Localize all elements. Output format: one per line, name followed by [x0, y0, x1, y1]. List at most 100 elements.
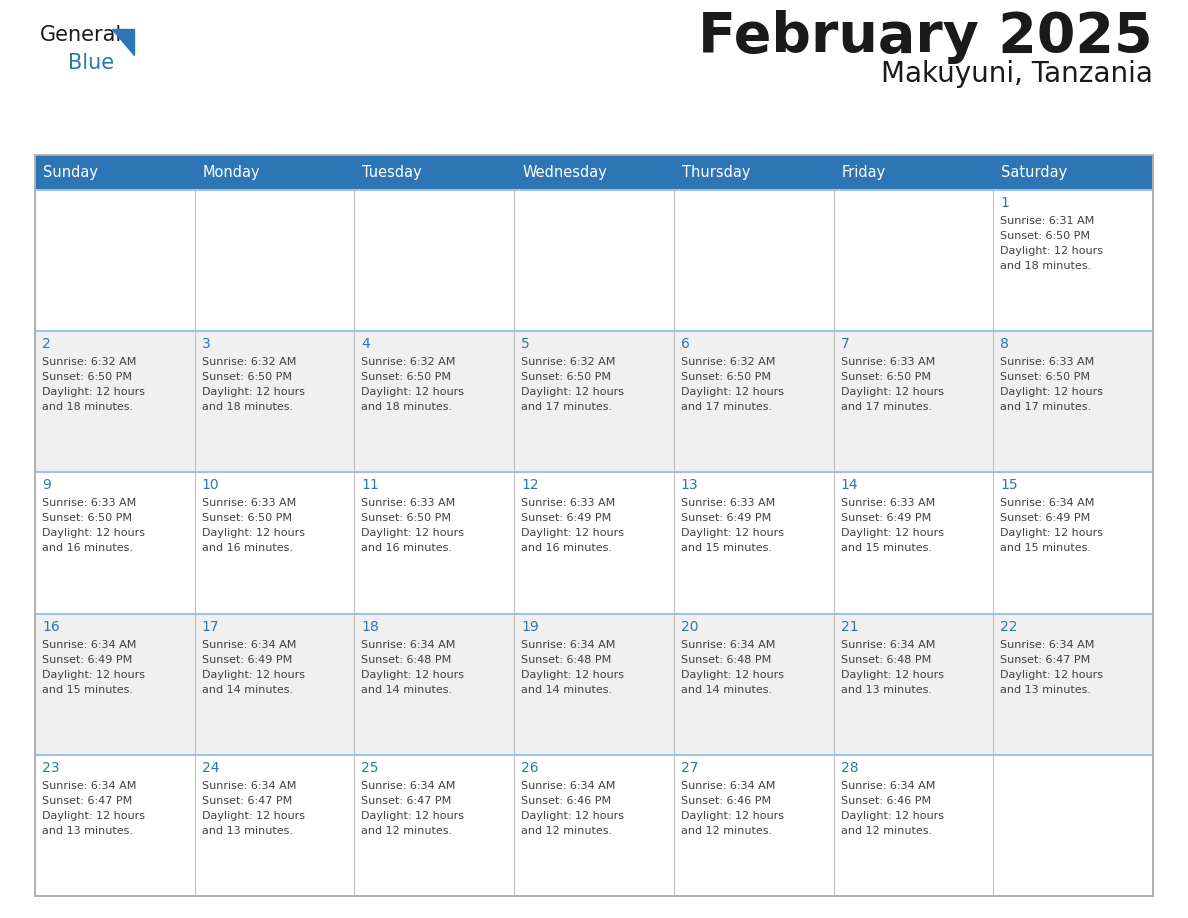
Text: Sunrise: 6:33 AM: Sunrise: 6:33 AM: [361, 498, 456, 509]
Text: and 13 minutes.: and 13 minutes.: [202, 826, 292, 835]
Text: and 15 minutes.: and 15 minutes.: [681, 543, 772, 554]
Text: Sunset: 6:50 PM: Sunset: 6:50 PM: [1000, 231, 1091, 241]
Text: Daylight: 12 hours: Daylight: 12 hours: [42, 529, 145, 538]
Text: Daylight: 12 hours: Daylight: 12 hours: [522, 387, 624, 397]
Text: and 17 minutes.: and 17 minutes.: [681, 402, 772, 412]
Text: 27: 27: [681, 761, 699, 775]
Text: Daylight: 12 hours: Daylight: 12 hours: [1000, 246, 1104, 256]
Text: Sunrise: 6:33 AM: Sunrise: 6:33 AM: [522, 498, 615, 509]
Text: and 13 minutes.: and 13 minutes.: [1000, 685, 1092, 695]
Text: and 16 minutes.: and 16 minutes.: [522, 543, 612, 554]
Bar: [34, 190, 1154, 331]
Text: Sunrise: 6:31 AM: Sunrise: 6:31 AM: [1000, 216, 1094, 226]
Text: and 17 minutes.: and 17 minutes.: [841, 402, 931, 412]
Text: Sunset: 6:48 PM: Sunset: 6:48 PM: [522, 655, 612, 665]
Text: Daylight: 12 hours: Daylight: 12 hours: [841, 387, 943, 397]
Text: Sunrise: 6:32 AM: Sunrise: 6:32 AM: [42, 357, 137, 367]
Text: Sunrise: 6:34 AM: Sunrise: 6:34 AM: [42, 640, 137, 650]
Text: and 14 minutes.: and 14 minutes.: [522, 685, 612, 695]
Text: Daylight: 12 hours: Daylight: 12 hours: [361, 529, 465, 538]
Text: Daylight: 12 hours: Daylight: 12 hours: [1000, 669, 1104, 679]
Text: and 17 minutes.: and 17 minutes.: [522, 402, 612, 412]
Text: 16: 16: [42, 620, 59, 633]
Text: February 2025: February 2025: [699, 10, 1154, 64]
Text: 13: 13: [681, 478, 699, 492]
Text: Sunrise: 6:34 AM: Sunrise: 6:34 AM: [202, 781, 296, 790]
Text: Sunset: 6:48 PM: Sunset: 6:48 PM: [361, 655, 451, 665]
Text: Sunset: 6:50 PM: Sunset: 6:50 PM: [361, 372, 451, 382]
Text: Daylight: 12 hours: Daylight: 12 hours: [841, 529, 943, 538]
Text: Sunrise: 6:33 AM: Sunrise: 6:33 AM: [841, 498, 935, 509]
Text: Daylight: 12 hours: Daylight: 12 hours: [361, 387, 465, 397]
Bar: [34, 613, 1154, 755]
Text: and 14 minutes.: and 14 minutes.: [361, 685, 453, 695]
Text: Daylight: 12 hours: Daylight: 12 hours: [522, 529, 624, 538]
Text: Daylight: 12 hours: Daylight: 12 hours: [202, 669, 304, 679]
Text: and 14 minutes.: and 14 minutes.: [681, 685, 772, 695]
Text: 6: 6: [681, 337, 690, 352]
Text: 7: 7: [841, 337, 849, 352]
Text: Daylight: 12 hours: Daylight: 12 hours: [202, 387, 304, 397]
Text: Sunset: 6:50 PM: Sunset: 6:50 PM: [361, 513, 451, 523]
Text: Sunset: 6:50 PM: Sunset: 6:50 PM: [522, 372, 611, 382]
Text: Daylight: 12 hours: Daylight: 12 hours: [42, 669, 145, 679]
Text: 25: 25: [361, 761, 379, 775]
Text: and 13 minutes.: and 13 minutes.: [42, 826, 133, 835]
Bar: [834, 155, 993, 190]
Text: Sunset: 6:49 PM: Sunset: 6:49 PM: [841, 513, 931, 523]
Text: Daylight: 12 hours: Daylight: 12 hours: [681, 529, 784, 538]
Bar: [34, 155, 1154, 896]
Text: 8: 8: [1000, 337, 1009, 352]
Text: 3: 3: [202, 337, 210, 352]
Bar: [993, 155, 1154, 190]
Text: Sunrise: 6:34 AM: Sunrise: 6:34 AM: [1000, 640, 1094, 650]
Text: 18: 18: [361, 620, 379, 633]
Text: Sunrise: 6:33 AM: Sunrise: 6:33 AM: [681, 498, 775, 509]
Text: and 16 minutes.: and 16 minutes.: [202, 543, 292, 554]
Text: 15: 15: [1000, 478, 1018, 492]
Bar: [34, 331, 1154, 473]
Text: 23: 23: [42, 761, 59, 775]
Text: 11: 11: [361, 478, 379, 492]
Text: 4: 4: [361, 337, 371, 352]
Text: Sunset: 6:47 PM: Sunset: 6:47 PM: [42, 796, 132, 806]
Text: and 15 minutes.: and 15 minutes.: [1000, 543, 1092, 554]
Text: 17: 17: [202, 620, 220, 633]
Text: Sunset: 6:49 PM: Sunset: 6:49 PM: [202, 655, 292, 665]
Text: Sunset: 6:49 PM: Sunset: 6:49 PM: [681, 513, 771, 523]
Text: and 13 minutes.: and 13 minutes.: [841, 685, 931, 695]
Text: Sunset: 6:46 PM: Sunset: 6:46 PM: [841, 796, 930, 806]
Text: Sunset: 6:48 PM: Sunset: 6:48 PM: [681, 655, 771, 665]
Text: General: General: [40, 25, 122, 45]
Text: Monday: Monday: [203, 165, 260, 180]
Text: Sunrise: 6:34 AM: Sunrise: 6:34 AM: [681, 640, 776, 650]
Text: Blue: Blue: [68, 53, 114, 73]
Text: 24: 24: [202, 761, 220, 775]
Text: Sunrise: 6:34 AM: Sunrise: 6:34 AM: [361, 640, 456, 650]
Text: Sunset: 6:46 PM: Sunset: 6:46 PM: [522, 796, 612, 806]
Text: and 18 minutes.: and 18 minutes.: [1000, 261, 1092, 271]
Text: 2: 2: [42, 337, 51, 352]
Text: 12: 12: [522, 478, 539, 492]
Text: Sunset: 6:46 PM: Sunset: 6:46 PM: [681, 796, 771, 806]
Text: Sunday: Sunday: [43, 165, 97, 180]
Text: Sunset: 6:50 PM: Sunset: 6:50 PM: [681, 372, 771, 382]
Text: 5: 5: [522, 337, 530, 352]
Text: Daylight: 12 hours: Daylight: 12 hours: [522, 811, 624, 821]
Text: Daylight: 12 hours: Daylight: 12 hours: [42, 387, 145, 397]
Text: 10: 10: [202, 478, 220, 492]
Text: Sunset: 6:50 PM: Sunset: 6:50 PM: [202, 372, 292, 382]
Text: Sunset: 6:49 PM: Sunset: 6:49 PM: [42, 655, 132, 665]
Text: Sunset: 6:50 PM: Sunset: 6:50 PM: [1000, 372, 1091, 382]
Text: Daylight: 12 hours: Daylight: 12 hours: [681, 387, 784, 397]
Text: Daylight: 12 hours: Daylight: 12 hours: [361, 811, 465, 821]
Text: and 16 minutes.: and 16 minutes.: [42, 543, 133, 554]
Text: Sunset: 6:47 PM: Sunset: 6:47 PM: [1000, 655, 1091, 665]
Text: Sunrise: 6:34 AM: Sunrise: 6:34 AM: [841, 640, 935, 650]
Text: Daylight: 12 hours: Daylight: 12 hours: [202, 811, 304, 821]
Text: Daylight: 12 hours: Daylight: 12 hours: [522, 669, 624, 679]
Text: 1: 1: [1000, 196, 1009, 210]
Text: Wednesday: Wednesday: [523, 165, 607, 180]
Text: Sunset: 6:49 PM: Sunset: 6:49 PM: [1000, 513, 1091, 523]
Text: Sunset: 6:48 PM: Sunset: 6:48 PM: [841, 655, 931, 665]
